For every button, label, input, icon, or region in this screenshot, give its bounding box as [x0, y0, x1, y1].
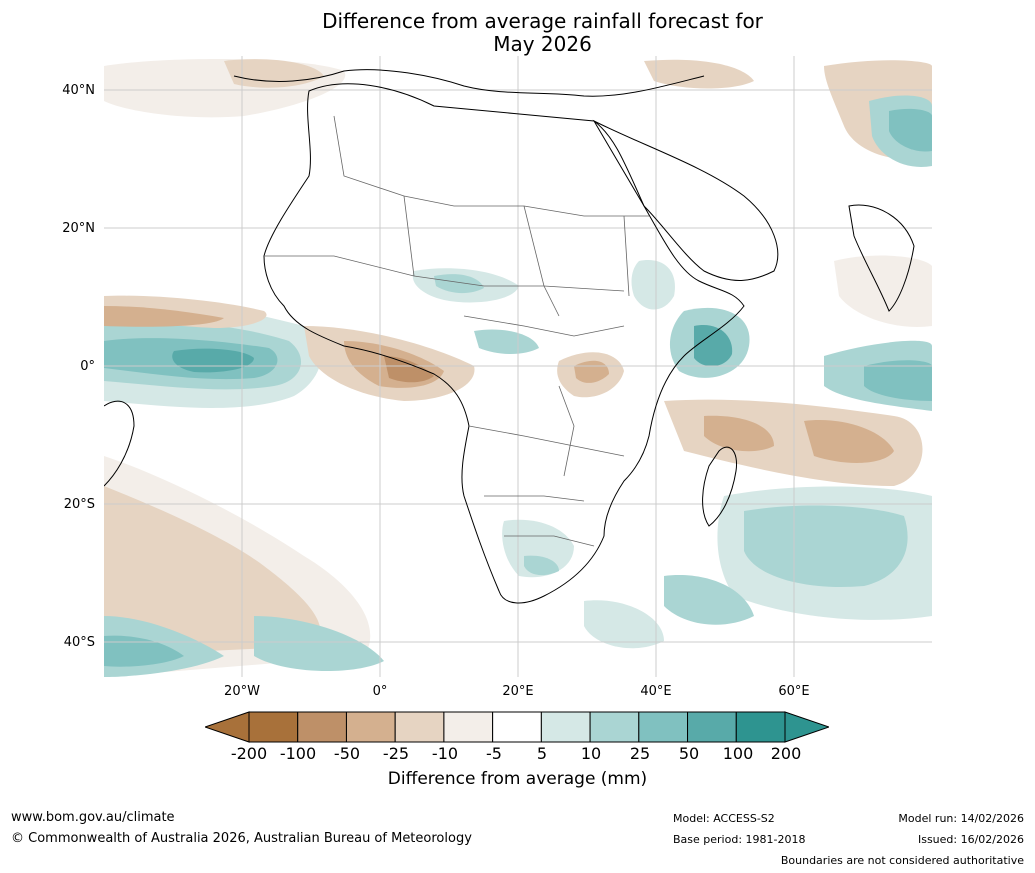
colorbar-segment — [589, 711, 640, 743]
lat-label-20n: 20°N — [62, 221, 95, 236]
colorbar-segment — [394, 711, 445, 743]
cb-label-m200: -200 — [230, 744, 268, 763]
colorbar-segment — [540, 711, 591, 743]
cb-label-m10: -10 — [431, 744, 459, 763]
lon-label-0: 0° — [372, 684, 388, 699]
lon-label-40e: 40°E — [640, 684, 672, 699]
lat-label-0: 0° — [80, 359, 95, 374]
title-line-1: Difference from average rainfall forecas… — [322, 9, 763, 33]
colorbar-segment — [492, 711, 542, 743]
lon-label-60e: 60°E — [778, 684, 810, 699]
lon-label-20e: 20°E — [502, 684, 534, 699]
graticule — [104, 56, 932, 677]
colorbar-segment — [248, 711, 299, 743]
cb-label-m50: -50 — [333, 744, 361, 763]
cb-label-m100: -100 — [279, 744, 317, 763]
chart-title: Difference from average rainfall forecas… — [0, 10, 1035, 56]
cb-label-m5: -5 — [486, 744, 502, 763]
colorbar-extend-low — [205, 711, 250, 743]
footer-disclaimer: Boundaries are not considered authoritat… — [780, 854, 1024, 867]
colorbar — [205, 711, 829, 743]
footer-copyright: © Commonwealth of Australia 2026, Austra… — [11, 831, 472, 846]
colorbar-segment — [443, 711, 494, 743]
colorbar-extend-high — [784, 711, 829, 743]
footer-base-period: Base period: 1981-2018 — [673, 833, 806, 846]
lat-label-40n: 40°N — [62, 83, 95, 98]
cb-label-m25: -25 — [382, 744, 410, 763]
coastlines — [104, 69, 915, 604]
cb-label-100: 100 — [722, 744, 754, 763]
footer-model-run: Model run: 14/02/2026 — [898, 812, 1024, 825]
cb-label-200: 200 — [770, 744, 802, 763]
footer-url[interactable]: www.bom.gov.au/climate — [11, 810, 175, 825]
title-line-2: May 2026 — [493, 32, 592, 56]
colorbar-segment — [687, 711, 737, 743]
colorbar-segment — [345, 711, 396, 743]
colorbar-segment — [735, 711, 786, 743]
cb-label-10: 10 — [580, 744, 602, 763]
rainfall-anomaly-map — [104, 56, 932, 677]
colorbar-segment — [297, 711, 347, 743]
footer-model: Model: ACCESS-S2 — [673, 812, 775, 825]
cb-label-50: 50 — [678, 744, 700, 763]
colorbar-segment — [638, 711, 689, 743]
anomaly-shading — [104, 59, 932, 677]
cb-label-5: 5 — [536, 744, 548, 763]
footer-issued: Issued: 16/02/2026 — [917, 833, 1024, 846]
lon-label-20w: 20°W — [224, 684, 260, 699]
cb-label-25: 25 — [629, 744, 651, 763]
lat-label-20s: 20°S — [63, 497, 95, 512]
country-borders — [264, 115, 649, 547]
lat-label-40s: 40°S — [63, 635, 95, 650]
colorbar-title: Difference from average (mm) — [387, 769, 648, 789]
